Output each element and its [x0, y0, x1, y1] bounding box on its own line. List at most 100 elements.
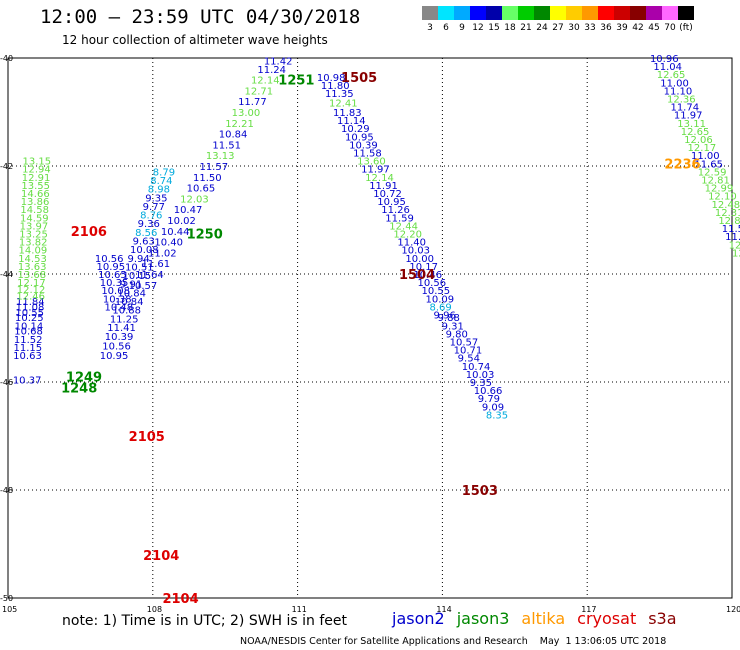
legend-label: 70 — [664, 23, 676, 33]
swh-value: 10.37 — [13, 375, 42, 386]
swh-value: 11.42 — [264, 57, 293, 68]
swh-value: 12.86 — [718, 216, 740, 227]
swh-value: 10.08 — [101, 286, 130, 297]
swh-value: 8.98 — [148, 185, 170, 196]
swh-value: 11.14 — [337, 116, 366, 127]
swh-value: 10.09 — [426, 294, 455, 305]
swh-value: 11.10 — [664, 86, 693, 97]
swh-value: 10.51 — [125, 262, 154, 273]
swh-value: 11.59 — [385, 213, 414, 224]
swh-value: 12.06 — [684, 135, 713, 146]
swh-value: 10.63 — [13, 351, 42, 362]
swh-value: 12.48 — [711, 200, 740, 211]
swh-value: 13.63 — [18, 262, 47, 273]
swh-value: 13.68 — [17, 270, 46, 281]
swh-value: 10.29 — [341, 124, 370, 135]
swh-value: 12.44 — [389, 221, 418, 232]
y-tick-label: -50 — [0, 594, 13, 603]
swh-value: 10.55 — [421, 286, 450, 297]
time-label: 1503 — [462, 484, 498, 499]
legend-swatch — [502, 6, 518, 20]
swh-value: 10.46 — [413, 270, 442, 281]
notes-text: note: 1) Time is in UTC; 2) SWH is in fe… — [62, 613, 348, 629]
swh-value: 10.14 — [15, 321, 44, 332]
swh-value: 10.95 — [96, 262, 125, 273]
swh-value: 11.41 — [107, 323, 136, 334]
swh-value: 12.65 — [681, 127, 710, 138]
swh-value: 10.25 — [15, 313, 44, 324]
swh-value: 10.15 — [122, 271, 151, 282]
time-label: 1248 — [61, 381, 97, 396]
swh-value: 10.17 — [409, 262, 438, 273]
swh-value: 12.59 — [698, 167, 727, 178]
legend-label: 30 — [568, 23, 580, 33]
swh-value: 10.38 — [103, 294, 132, 305]
swh-value: 13.60 — [357, 157, 386, 168]
sat-legend-altika: altika — [521, 609, 566, 628]
x-tick-label: 105 — [2, 605, 17, 614]
time-label: 2106 — [71, 225, 107, 240]
swh-value: 8.69 — [430, 302, 452, 313]
swh-value: 11.77 — [238, 97, 267, 108]
swh-value: 13.15 — [22, 157, 51, 168]
time-label: 2236 — [664, 157, 700, 172]
swh-value: 12.36 — [667, 95, 696, 106]
swh-value: 11.40 — [397, 238, 426, 249]
x-tick-label: 114 — [436, 605, 451, 614]
legend-label: 18 — [504, 23, 516, 33]
swh-value: 8.79 — [153, 167, 175, 178]
sat-legend-jason2: jason2 — [392, 609, 445, 628]
swh-value: 11.64 — [135, 270, 164, 281]
sat-legend-s3a: s3a — [648, 609, 677, 628]
legend-swatch — [550, 6, 566, 20]
swh-value: 10.96 — [650, 54, 679, 65]
swh-value: 12.65 — [657, 70, 686, 81]
swh-value: 9.88 — [438, 313, 460, 324]
color-legend-labels: 3 6 9 12 15 18 21 24 27 30 33 36 39 42 45 70 (ft) — [422, 23, 694, 33]
swh-value: 9.63 — [133, 237, 155, 248]
swh-value: 9.31 — [442, 321, 464, 332]
legend-swatch — [614, 6, 630, 20]
swh-value: 10.03 — [466, 370, 495, 381]
legend-label: 12 — [472, 23, 484, 33]
swh-value: 12.17 — [17, 278, 46, 289]
legend-label: 36 — [600, 23, 612, 33]
swh-value: 11.51 — [212, 140, 241, 151]
swh-value: 10.08 — [130, 245, 159, 256]
legend-label: 9 — [459, 23, 465, 33]
swh-value: 11.24 — [257, 65, 286, 76]
swh-value: 12.41 — [329, 98, 358, 109]
legend-label: 39 — [616, 23, 628, 33]
swh-value: 9.35 — [470, 378, 492, 389]
swh-value: 9.77 — [143, 202, 165, 213]
legend-swatch — [534, 6, 550, 20]
map-subtitle: 12 hour collection of altimeter wave hei… — [62, 33, 328, 47]
swh-value: 9.36 — [138, 219, 160, 230]
sat-legend-jason3: jason3 — [456, 609, 510, 628]
swh-value: 8.56 — [135, 228, 157, 239]
swh-value: 10.84 — [219, 130, 248, 141]
swh-value: 9.54 — [458, 354, 480, 365]
swh-value: 11.80 — [321, 81, 350, 92]
swh-value: 9.35 — [145, 193, 167, 204]
legend-label: 24 — [536, 23, 548, 33]
swh-value: 9.91 — [120, 280, 142, 291]
swh-value: 11.84 — [16, 297, 45, 308]
swh-value: 13.11 — [677, 119, 706, 130]
legend-label: 3 — [427, 23, 433, 33]
time-label: 2104 — [143, 549, 179, 564]
legend-swatch — [438, 6, 454, 20]
swh-value: 13.55 — [21, 181, 50, 192]
swh-value: 10.48 — [105, 302, 134, 313]
swh-value: 10.95 — [100, 351, 129, 362]
footer-credit: NOAA/NESDIS Center for Satellite Applica… — [240, 636, 667, 647]
swh-value: 10.65 — [187, 184, 216, 195]
swh-value: 14.53 — [18, 254, 47, 265]
legend-swatch — [566, 6, 582, 20]
swh-value: 10.03 — [401, 246, 430, 257]
swh-value: 11.00 — [660, 78, 689, 89]
time-label: 1504 — [399, 268, 435, 283]
swh-value: 12. — [729, 240, 740, 251]
x-tick-label: 108 — [147, 605, 162, 614]
